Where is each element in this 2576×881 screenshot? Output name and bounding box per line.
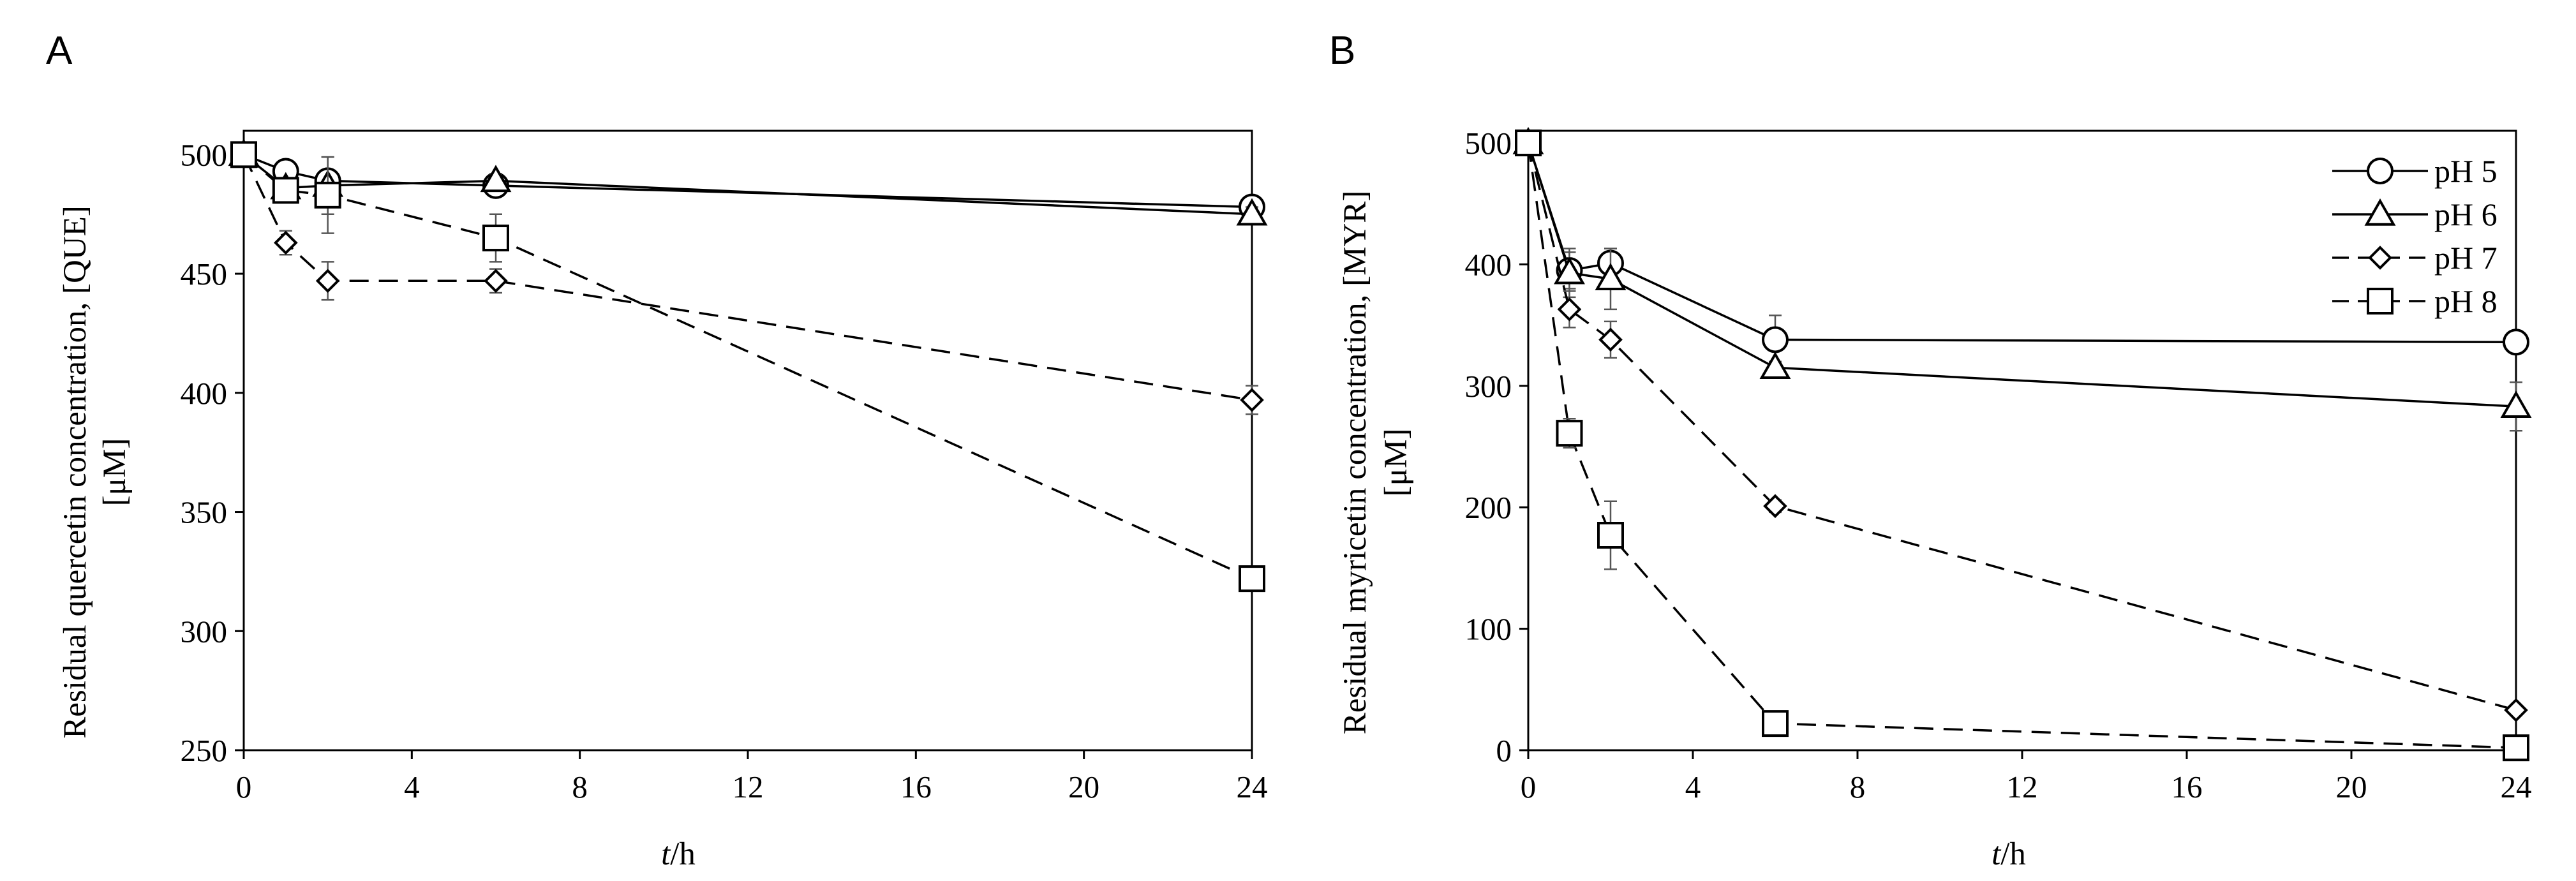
panel-b-myricetin-chart: B 0 4 8 12 16 20 24 0 100 200 300 400 500 Residual m…	[1329, 29, 2532, 872]
panel-b-x-tick-label: 4	[1685, 769, 1701, 804]
panel-b-x-tick-label: 20	[2336, 769, 2367, 804]
panel-a-line-ph5	[243, 153, 1253, 209]
panel-b-x-tick-label: 8	[1850, 769, 1866, 804]
panel-b-point-ph5	[2503, 329, 2529, 356]
panel-b-point-ph8	[1556, 420, 1583, 447]
panel-b-point-ph6	[2500, 390, 2532, 418]
panel-a-point-ph8	[1239, 565, 1265, 593]
legend-item-ph5: pH 5	[2332, 153, 2498, 189]
panel-a-line-ph8	[242, 154, 1253, 580]
panel-a-label: A	[46, 29, 73, 73]
panel-a-x-tick-label: 24	[1237, 769, 1268, 804]
panel-b-point-ph5	[1762, 326, 1789, 353]
panel-a-y-tick-label: 500	[181, 137, 228, 172]
panel-b-point-ph7	[1763, 494, 1787, 519]
panel-b-point-ph7	[1557, 297, 1582, 322]
legend-item-ph6: pH 6	[2332, 196, 2498, 232]
panel-a-y-tick-label: 300	[181, 614, 228, 649]
panel-b-point-ph8	[2503, 734, 2529, 762]
panel-b-y-tick-label: 0	[1496, 733, 1512, 768]
panel-b-y-tick-label: 200	[1465, 490, 1512, 525]
legend-label-ph7: pH 7	[2434, 240, 2498, 276]
panel-a-point-ph7	[315, 269, 340, 293]
legend-marker-ph5	[2367, 158, 2394, 184]
panel-a-x-axis-unit: /h	[670, 836, 696, 872]
panel-a-plot-area: 0 4 8 12 16 20 24 250 300 350 400 450 500	[181, 130, 1268, 804]
panel-b-x-tick-label: 0	[1521, 769, 1537, 804]
panel-b-legend: pH 5 pH 6 pH 7 pH 8	[2332, 153, 2498, 319]
panel-b-point-ph7	[1598, 327, 1623, 352]
panel-b-x-axis-var: t	[1992, 836, 2002, 872]
panel-b-line-ph6	[1527, 142, 2517, 408]
panel-b-point-ph8	[1762, 710, 1789, 737]
legend-marker-ph6	[2364, 198, 2396, 226]
panel-b-y-tick-label: 100	[1465, 612, 1512, 647]
panel-a-x-tick-label: 12	[733, 769, 764, 804]
panel-a-y-tick-label: 350	[181, 495, 228, 530]
panel-b-x-axis-unit: /h	[2000, 836, 2026, 872]
panel-a-point-ph6	[1236, 198, 1268, 226]
legend-marker-ph7	[2368, 246, 2392, 270]
panel-a-x-axis-title: t/h	[661, 836, 696, 872]
panel-a-point-ph8	[230, 141, 257, 168]
panel-b-x-axis-title: t/h	[1992, 836, 2026, 872]
panel-b-point-ph8	[1597, 522, 1624, 549]
panel-b-point-ph6	[1595, 263, 1627, 291]
panel-a-x-axis-var: t	[661, 836, 671, 872]
panel-a-point-ph6	[480, 165, 512, 193]
panel-b-x-tick-label: 16	[2171, 769, 2203, 804]
panel-a-x-tick-label: 0	[236, 769, 252, 804]
panel-b-x-tick-label: 24	[2501, 769, 2532, 804]
panel-b-y-tick-label: 500	[1465, 126, 1512, 161]
panel-b-label: B	[1329, 29, 1355, 73]
legend-label-ph6: pH 6	[2434, 196, 2498, 232]
panel-a-y-tick-label: 400	[181, 376, 228, 411]
panel-a-y-tick-label: 450	[181, 256, 228, 292]
legend-item-ph7: pH 7	[2332, 240, 2498, 276]
panel-b-y-axis-title-line1: Residual myricetin concentration, [MYR]	[1337, 191, 1373, 735]
panel-a-x-tick-label: 20	[1068, 769, 1099, 804]
panel-a-series-ph8	[230, 141, 1265, 593]
legend-label-ph5: pH 5	[2434, 153, 2498, 189]
panel-a-y-axis-title-line2: [μM]	[97, 438, 133, 507]
panel-a-x-tick-label: 4	[404, 769, 420, 804]
legend-label-ph8: pH 8	[2434, 283, 2498, 319]
legend-item-ph8: pH 8	[2332, 283, 2498, 319]
panel-b-point-ph8	[1515, 130, 1542, 157]
panel-a-line-ph6	[242, 153, 1253, 216]
panel-b-point-ph6	[1554, 256, 1585, 285]
panel-b-plot-area: 0 4 8 12 16 20 24 0 100 200 300 400 500	[1465, 126, 2532, 804]
panel-b-y-tick-label: 300	[1465, 369, 1512, 404]
panel-b-y-axis-title-line2: [μM]	[1378, 429, 1414, 497]
panel-a-y-axis-title-line1: Residual quercetin concentration, [QUE]	[57, 205, 93, 739]
panel-a-x-tick-label: 8	[572, 769, 588, 804]
panel-b-point-ph7	[2504, 698, 2528, 722]
panel-a-plot-frame	[242, 130, 1253, 751]
panel-a-quercetin-chart: A 0 4 8 12 16 20 24 250 300 350 400 450 500 Residual…	[46, 29, 1268, 872]
panel-a-point-ph7	[484, 269, 508, 293]
panel-a-point-ph7	[274, 230, 298, 255]
panel-b-series-ph8	[1515, 130, 2529, 762]
panel-a-x-tick-label: 16	[900, 769, 932, 804]
panel-b-point-ph6	[1759, 352, 1791, 380]
panel-a-point-ph8	[314, 181, 341, 209]
panel-a-point-ph7	[1240, 388, 1264, 412]
panel-a-point-ph8	[482, 225, 509, 252]
panel-b-line-ph7	[1527, 142, 2517, 711]
legend-marker-ph8	[2367, 288, 2394, 315]
panel-a-y-tick-label: 250	[181, 733, 228, 768]
panel-b-x-tick-label: 12	[2007, 769, 2038, 804]
panel-a-point-ph8	[272, 177, 299, 204]
panel-b-line-ph8	[1527, 142, 2517, 749]
panel-b-y-tick-label: 400	[1465, 247, 1512, 282]
